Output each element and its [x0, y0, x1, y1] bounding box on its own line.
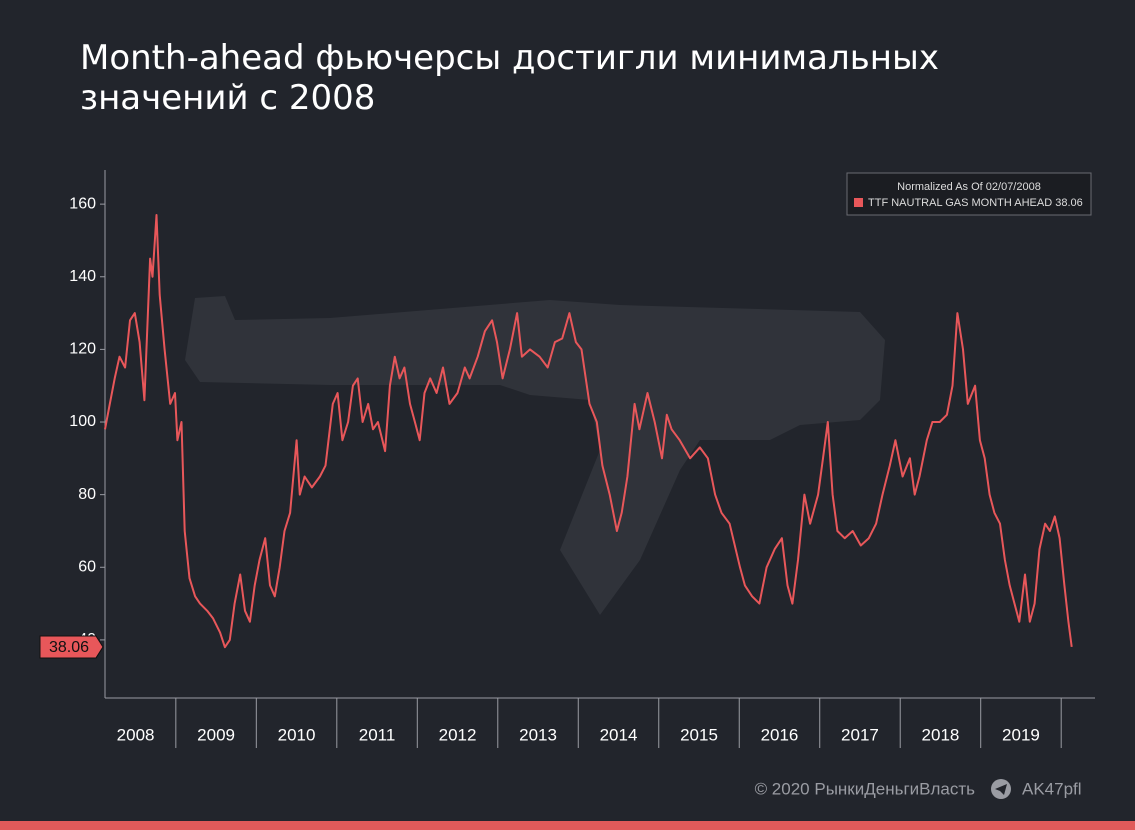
- x-tick-label: 2008: [117, 725, 155, 744]
- x-tick-label: 2012: [439, 725, 477, 744]
- y-tick-label: 100: [69, 413, 96, 430]
- price-line: [104, 214, 1073, 649]
- x-tick-label: 2013: [519, 725, 557, 744]
- last-value-label: 38.06: [49, 639, 89, 656]
- telegram-plane: [995, 784, 1007, 795]
- channel: AK47pfl: [1022, 779, 1082, 798]
- legend-title: Normalized As Of 02/07/2008: [897, 181, 1041, 193]
- x-tick-label: 2017: [841, 725, 879, 744]
- title: Month-ahead фьючерсы достигли минимальны…: [80, 38, 939, 118]
- x-tick-label: 2018: [922, 725, 960, 744]
- last-value-flag: [39, 635, 104, 659]
- y-tick-label: 160: [69, 195, 96, 212]
- footer: © 2020 РынкиДеньгиВласть AK47pfl: [755, 779, 1082, 799]
- x-tick-label: 2014: [600, 725, 638, 744]
- y-tick-label: 60: [78, 558, 96, 575]
- legend-swatch: [854, 198, 863, 207]
- x-tick-label: 2009: [197, 725, 235, 744]
- copyright: © 2020 РынкиДеньгиВласть: [755, 779, 976, 798]
- bottom-bar: [0, 821, 1135, 830]
- x-tick-label: 2016: [761, 725, 799, 744]
- y-tick-label: 120: [69, 341, 96, 358]
- watermark: [185, 296, 885, 615]
- y-tick-label: 140: [69, 268, 96, 285]
- x-tick-label: 2010: [278, 725, 316, 744]
- y-tick-label: 80: [78, 486, 96, 503]
- legend: Normalized As Of 02/07/2008 TTF NAUTRAL …: [846, 172, 1092, 216]
- x-tick-label: 2011: [359, 725, 396, 744]
- x-tick-label: 2019: [1002, 725, 1040, 744]
- legend-label: TTF NAUTRAL GAS MONTH AHEAD 38.06: [868, 197, 1083, 209]
- x-tick-label: 2015: [680, 725, 718, 744]
- legend-box: [846, 172, 1092, 216]
